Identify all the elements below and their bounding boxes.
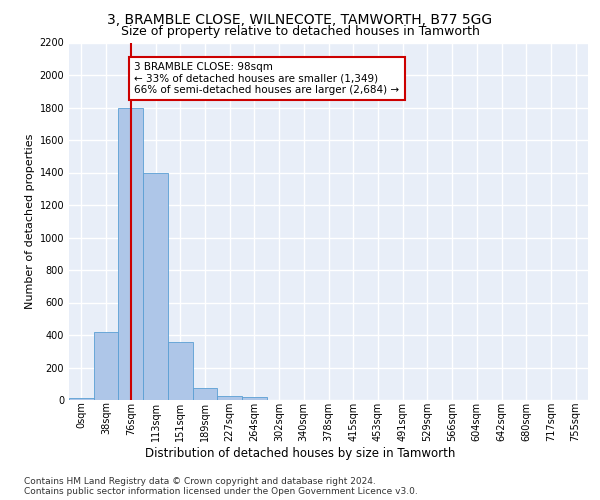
Bar	[94, 332, 118, 400]
Bar	[242, 397, 267, 400]
Text: 3, BRAMBLE CLOSE, WILNECOTE, TAMWORTH, B77 5GG: 3, BRAMBLE CLOSE, WILNECOTE, TAMWORTH, B…	[107, 12, 493, 26]
Bar	[193, 388, 217, 400]
Bar	[118, 108, 143, 400]
Bar	[168, 342, 193, 400]
Y-axis label: Number of detached properties: Number of detached properties	[25, 134, 35, 309]
Text: Contains HM Land Registry data © Crown copyright and database right 2024.: Contains HM Land Registry data © Crown c…	[24, 478, 376, 486]
Bar	[143, 172, 168, 400]
Text: 3 BRAMBLE CLOSE: 98sqm
← 33% of detached houses are smaller (1,349)
66% of semi-: 3 BRAMBLE CLOSE: 98sqm ← 33% of detached…	[134, 62, 400, 95]
Text: Distribution of detached houses by size in Tamworth: Distribution of detached houses by size …	[145, 448, 455, 460]
Bar	[217, 396, 242, 400]
Text: Contains public sector information licensed under the Open Government Licence v3: Contains public sector information licen…	[24, 488, 418, 496]
Bar	[69, 398, 94, 400]
Text: Size of property relative to detached houses in Tamworth: Size of property relative to detached ho…	[121, 25, 479, 38]
